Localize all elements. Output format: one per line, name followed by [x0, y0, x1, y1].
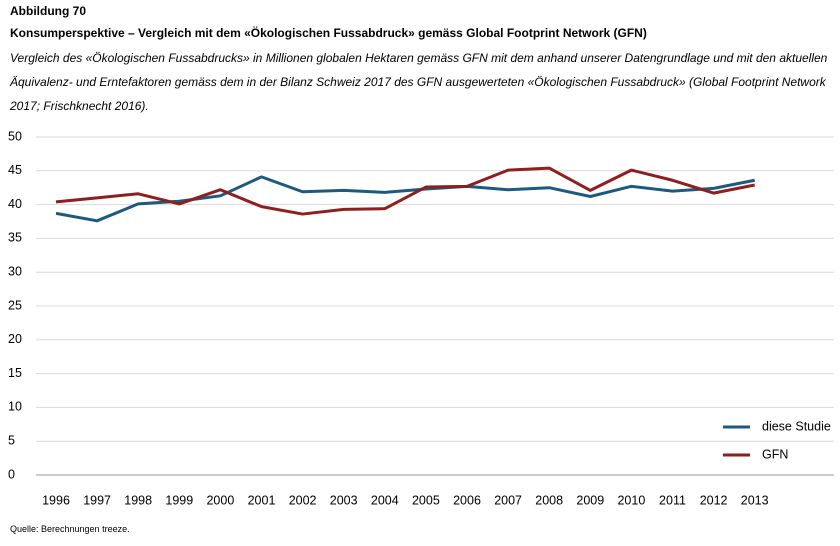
x-tick-label: 1998 [124, 493, 152, 507]
y-tick-label: 40 [8, 197, 22, 211]
x-tick-label: 2008 [535, 493, 563, 507]
y-tick-label: 5 [8, 433, 15, 447]
legend-label: diese Studie [762, 419, 831, 433]
x-tick-label: 2005 [412, 493, 440, 507]
y-tick-label: 15 [8, 366, 22, 380]
x-tick-label: 2000 [206, 493, 234, 507]
x-tick-label: 2010 [617, 493, 645, 507]
x-tick-label: 1997 [83, 493, 111, 507]
x-tick-label: 2003 [330, 493, 358, 507]
y-tick-label: 25 [8, 298, 22, 312]
x-tick-label: 2013 [741, 493, 769, 507]
y-tick-label: 20 [8, 332, 22, 346]
legend-label: GFN [762, 447, 788, 461]
x-tick-label: 2004 [371, 493, 399, 507]
x-tick-label: 2002 [289, 493, 317, 507]
x-tick-label: 2012 [700, 493, 728, 507]
y-tick-label: 10 [8, 400, 22, 414]
chart-title: Konsumperspektive – Vergleich mit dem «Ö… [10, 26, 647, 40]
x-tick-label: 1996 [42, 493, 70, 507]
x-tick-label: 2009 [576, 493, 604, 507]
y-tick-label: 30 [8, 264, 22, 278]
y-tick-label: 0 [8, 467, 15, 481]
figure-number: Abbildung 70 [10, 4, 86, 18]
x-tick-label: 2007 [494, 493, 522, 507]
x-tick-label: 1999 [165, 493, 193, 507]
x-tick-label: 2011 [659, 493, 686, 507]
x-tick-label: 2001 [248, 493, 276, 507]
y-tick-label: 50 [8, 129, 22, 143]
chart: 0 5 10 15 20 25 30 35 40 45 50 1996 1997 1998 1999 2000… [8, 129, 834, 507]
y-tick-label: 35 [8, 231, 22, 245]
x-tick-label: 2006 [453, 493, 481, 507]
series-line [55, 166, 755, 216]
y-tick-label: 45 [8, 163, 22, 177]
description: Vergleich des «Ökologischen Fussabdrucks… [10, 51, 828, 113]
source-note: Quelle: Berechnungen treeze. [10, 524, 130, 534]
